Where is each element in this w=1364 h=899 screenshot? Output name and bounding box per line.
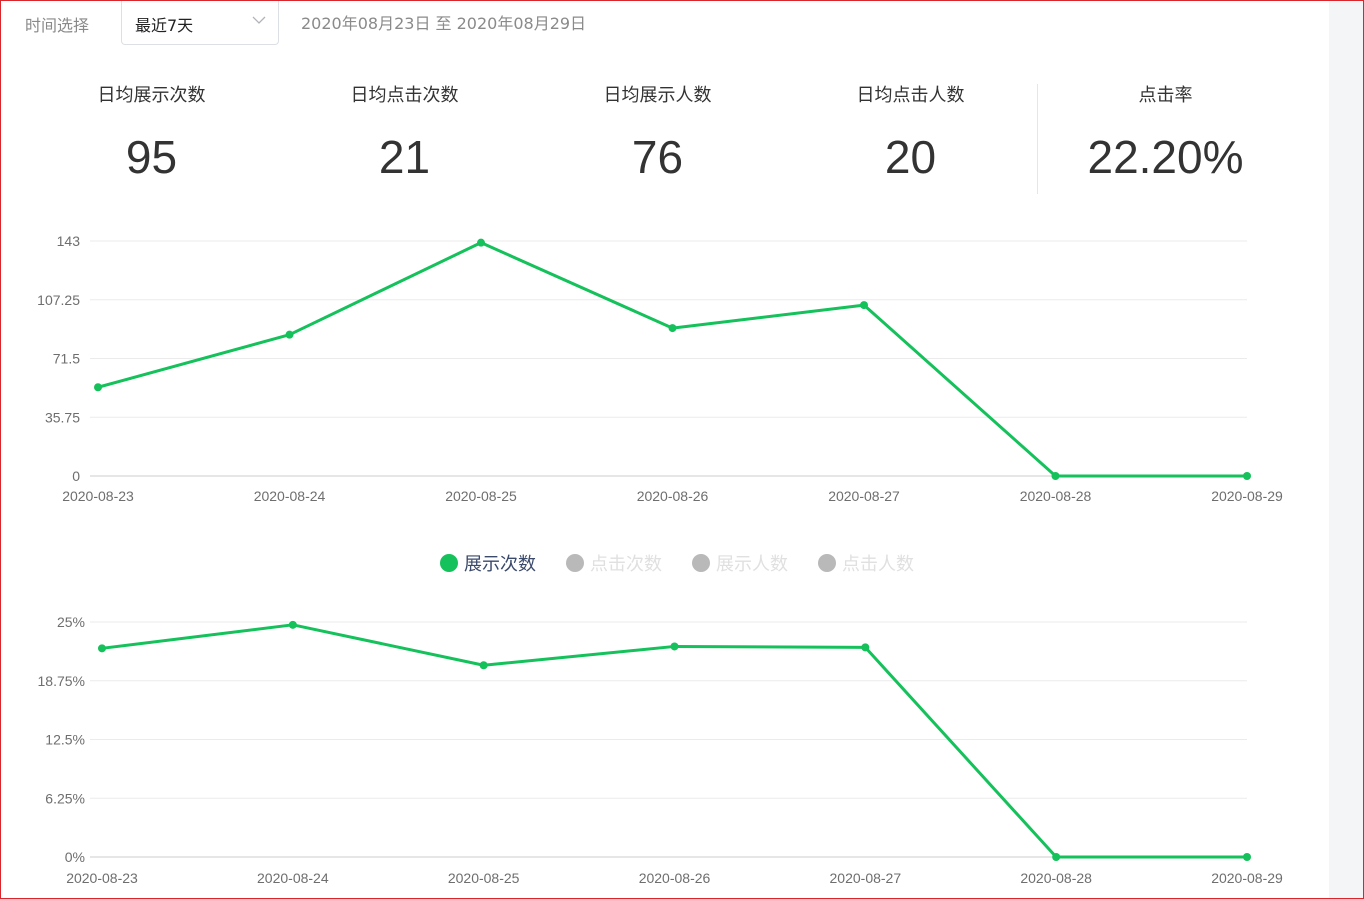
- chart-legend: 展示次数 点击次数 展示人数 点击人数: [440, 550, 944, 576]
- stat-label: 日均展示次数: [97, 85, 206, 106]
- x-tick-label: 2020-08-29: [1211, 870, 1283, 886]
- x-tick-label: 2020-08-23: [62, 488, 134, 504]
- data-point: [288, 620, 297, 629]
- data-point: [670, 642, 679, 651]
- y-tick-label: 35.75: [45, 409, 80, 425]
- x-tick-label: 2020-08-28: [1020, 488, 1092, 504]
- data-point: [668, 324, 677, 333]
- legend-label: 展示次数: [464, 554, 536, 575]
- data-point: [479, 661, 488, 670]
- stat-label: 日均点击人数: [856, 85, 965, 106]
- y-tick-label: 107.25: [37, 292, 80, 308]
- y-tick-label: 25%: [57, 614, 85, 630]
- data-point: [1052, 853, 1061, 861]
- y-tick-label: 71.5: [53, 351, 80, 367]
- time-filter-label: 时间选择: [25, 16, 90, 35]
- stat-ctr: 点击率 22.20%: [1039, 84, 1292, 184]
- x-tick-label: 2020-08-24: [254, 488, 326, 504]
- data-point: [861, 643, 870, 652]
- legend-dot: [692, 554, 710, 572]
- data-point: [285, 330, 294, 339]
- y-tick-label: 12.5%: [45, 732, 85, 748]
- legend-item-impressions[interactable]: 展示次数: [440, 550, 536, 576]
- y-tick-label: 18.75%: [38, 673, 85, 689]
- stat-avg-impressions: 日均展示次数 95: [25, 84, 278, 184]
- x-tick-label: 2020-08-25: [445, 488, 517, 504]
- x-tick-label: 2020-08-28: [1020, 870, 1092, 886]
- time-range-select-value: 最近7天: [135, 16, 194, 35]
- y-tick-label: 0: [72, 468, 80, 484]
- impressions-line-chart[interactable]: 0 35.75 71.5 107.25 143 2020-08-23 2020-08-24 2…: [0, 0, 1364, 520]
- y-tick-label: 6.25%: [45, 790, 85, 806]
- stat-label: 点击率: [1138, 85, 1193, 106]
- stat-value: 20: [884, 131, 937, 183]
- stat-value: 76: [631, 131, 684, 183]
- x-tick-label: 2020-08-26: [637, 488, 709, 504]
- stat-label: 日均点击次数: [350, 85, 459, 106]
- stat-avg-clicks: 日均点击次数 21: [278, 84, 531, 184]
- legend-dot: [440, 554, 458, 572]
- chevron-down-icon: [252, 16, 266, 24]
- x-tick-label: 2020-08-25: [448, 870, 520, 886]
- stat-avg-viewers: 日均展示人数 76: [531, 84, 784, 184]
- data-point: [1243, 853, 1251, 861]
- x-tick-label: 2020-08-29: [1211, 488, 1283, 504]
- time-range-select[interactable]: 最近7天: [121, 0, 279, 45]
- stat-divider: [1037, 84, 1038, 194]
- scrollbar-track[interactable]: [1329, 1, 1363, 898]
- legend-dot: [566, 554, 584, 572]
- x-tick-label: 2020-08-24: [257, 870, 329, 886]
- legend-label: 点击人数: [842, 554, 914, 575]
- legend-item-clicks[interactable]: 点击次数: [566, 550, 662, 576]
- x-tick-label: 2020-08-26: [639, 870, 711, 886]
- data-point: [1051, 472, 1060, 480]
- data-point: [860, 301, 868, 310]
- stat-value: 95: [125, 131, 178, 183]
- stat-value: 22.20%: [1087, 131, 1244, 183]
- x-tick-label: 2020-08-23: [66, 870, 138, 886]
- legend-label: 点击次数: [590, 554, 662, 575]
- stat-label: 日均展示人数: [603, 85, 712, 106]
- legend-dot: [818, 554, 836, 572]
- data-point: [1243, 472, 1251, 480]
- legend-item-clickers[interactable]: 点击人数: [818, 550, 914, 576]
- data-point: [477, 238, 485, 247]
- legend-label: 展示人数: [716, 554, 788, 575]
- data-point: [98, 644, 106, 653]
- date-range-text: 2020年08月23日 至 2020年08月29日: [301, 14, 587, 33]
- legend-item-viewers[interactable]: 展示人数: [692, 550, 788, 576]
- y-tick-label: 0%: [65, 849, 85, 865]
- stat-value: 21: [378, 131, 431, 183]
- series-line: [101, 623, 1247, 859]
- x-tick-label: 2020-08-27: [830, 870, 902, 886]
- x-tick-label: 2020-08-27: [828, 488, 900, 504]
- data-point: [94, 383, 102, 392]
- stat-avg-clickers: 日均点击人数 20: [784, 84, 1037, 184]
- y-tick-label: 143: [57, 233, 81, 249]
